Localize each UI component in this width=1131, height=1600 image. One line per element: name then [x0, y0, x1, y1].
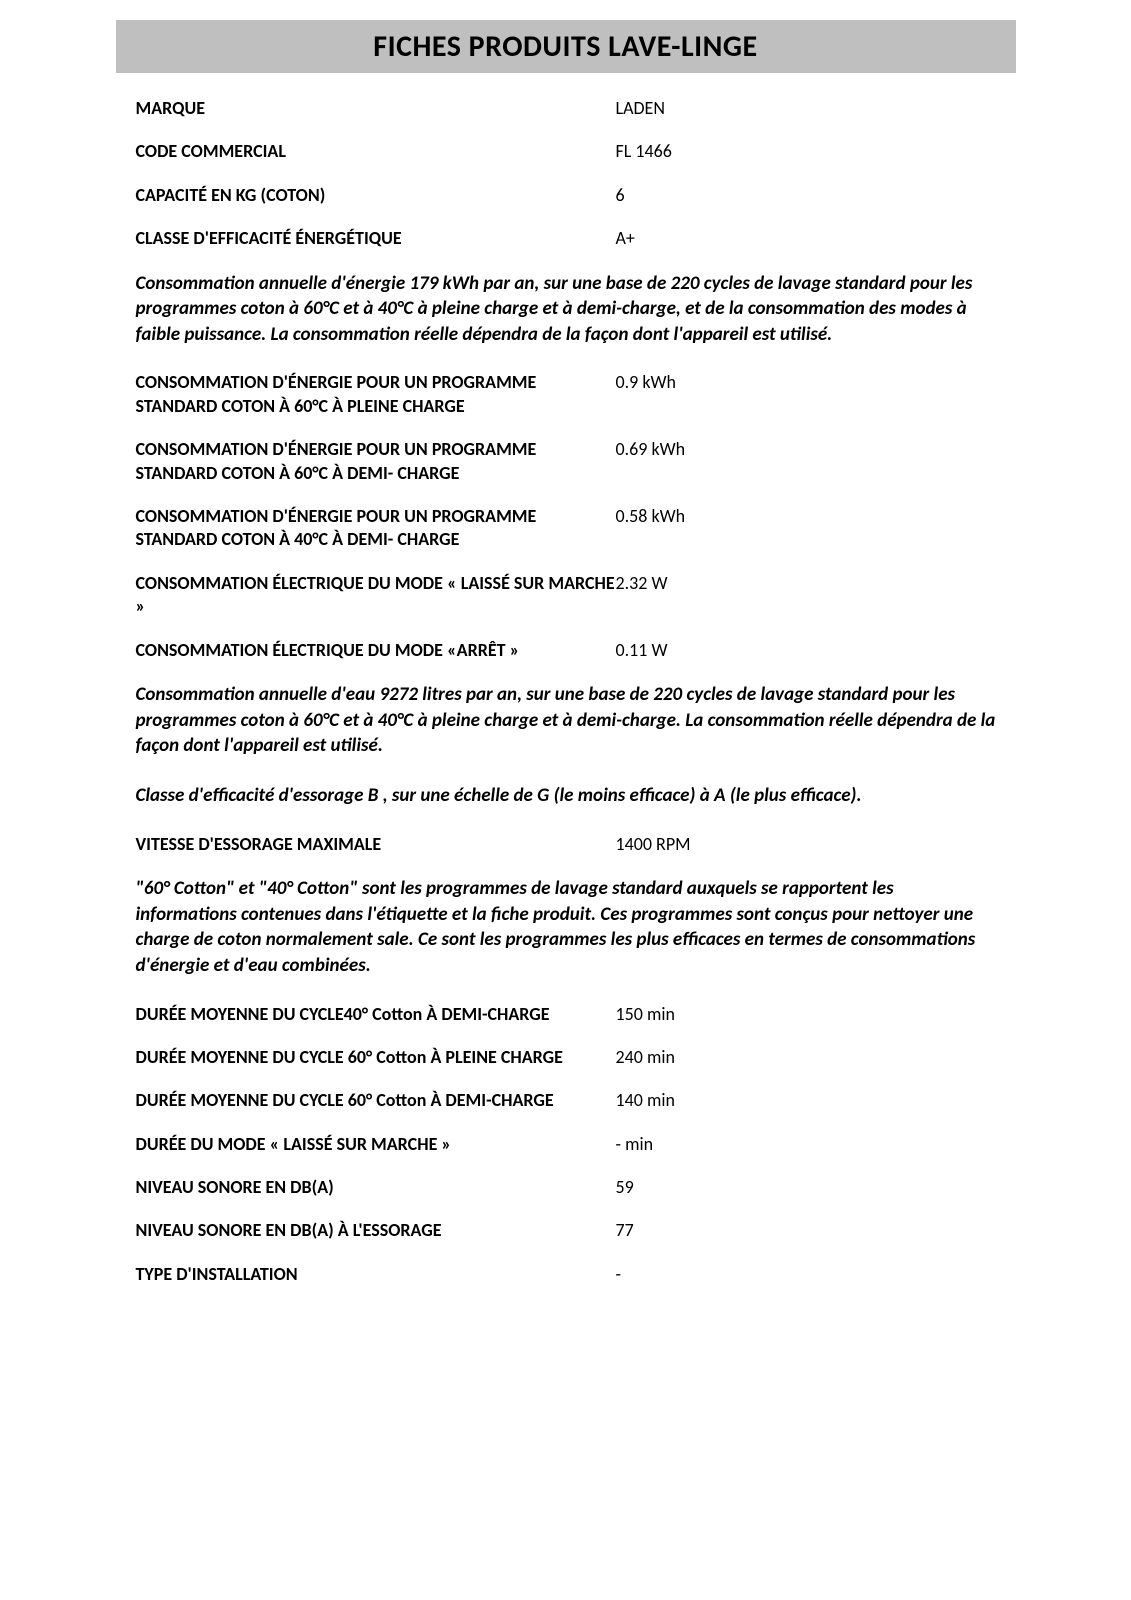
duration-row: DURÉE MOYENNE DU CYCLE40° Cotton À DEMI-…: [116, 993, 1016, 1036]
spin-label: VITESSE D'ESSORAGE MAXIMALE: [136, 833, 616, 856]
duration-label: NIVEAU SONORE EN DB(A): [136, 1176, 616, 1199]
duration-label: DURÉE MOYENNE DU CYCLE 60° Cotton À PLEI…: [136, 1046, 616, 1069]
duration-value: 77: [616, 1219, 996, 1242]
duration-row: NIVEAU SONORE EN DB(A)59: [116, 1166, 1016, 1209]
spin-section: VITESSE D'ESSORAGE MAXIMALE1400 RPM: [116, 823, 1016, 866]
header-value: FL 1466: [616, 140, 996, 163]
page-title: FICHES PRODUITS LAVE-LINGE: [116, 20, 1016, 73]
duration-label: DURÉE DU MODE « LAISSÉ SUR MARCHE »: [136, 1133, 616, 1156]
duration-row: DURÉE MOYENNE DU CYCLE 60° Cotton À PLEI…: [116, 1036, 1016, 1079]
duration-value: 140 min: [616, 1089, 996, 1112]
energy-label: CONSOMMATION D'ÉNERGIE POUR UN PROGRAMME…: [136, 371, 616, 418]
energy-value: 0.11 W: [616, 639, 996, 662]
duration-value: 59: [616, 1176, 996, 1199]
duration-label: DURÉE MOYENNE DU CYCLE40° Cotton À DEMI-…: [136, 1003, 616, 1026]
header-section: MARQUELADENCODE COMMERCIALFL 1466CAPACIT…: [116, 87, 1016, 261]
header-label: CLASSE D'EFFICACITÉ ÉNERGÉTIQUE: [136, 227, 616, 250]
duration-value: 150 min: [616, 1003, 996, 1026]
note-annual-energy: Consommation annuelle d'énergie 179 kWh …: [116, 261, 1016, 362]
energy-value: 2.32 W: [616, 572, 996, 619]
energy-row: CONSOMMATION ÉLECTRIQUE DU MODE « LAISSÉ…: [116, 562, 1016, 629]
header-value: LADEN: [616, 97, 996, 120]
duration-value: - min: [616, 1133, 996, 1156]
energy-row: CONSOMMATION D'ÉNERGIE POUR UN PROGRAMME…: [116, 361, 1016, 428]
header-value: A+: [616, 227, 996, 250]
spin-row: VITESSE D'ESSORAGE MAXIMALE1400 RPM: [116, 823, 1016, 866]
energy-label: CONSOMMATION ÉLECTRIQUE DU MODE «ARRÊT »: [136, 639, 616, 662]
duration-value: -: [616, 1263, 996, 1286]
energy-value: 0.58 kWh: [616, 505, 996, 552]
note-annual-water: Consommation annuelle d'eau 9272 litres …: [116, 672, 1016, 773]
header-label: CAPACITÉ EN KG (COTON): [136, 184, 616, 207]
product-sheet: FICHES PRODUITS LAVE-LINGE MARQUELADENCO…: [116, 20, 1016, 1296]
duration-row: TYPE D'INSTALLATION-: [116, 1253, 1016, 1296]
energy-value: 0.69 kWh: [616, 438, 996, 485]
energy-label: CONSOMMATION D'ÉNERGIE POUR UN PROGRAMME…: [136, 438, 616, 485]
header-value: 6: [616, 184, 996, 207]
energy-row: CONSOMMATION D'ÉNERGIE POUR UN PROGRAMME…: [116, 428, 1016, 495]
header-label: MARQUE: [136, 97, 616, 120]
header-row: CODE COMMERCIALFL 1466: [116, 130, 1016, 173]
note-spin-class: Classe d'efficacité d'essorage B , sur u…: [116, 773, 1016, 823]
header-row: CLASSE D'EFFICACITÉ ÉNERGÉTIQUEA+: [116, 217, 1016, 260]
energy-label: CONSOMMATION D'ÉNERGIE POUR UN PROGRAMME…: [136, 505, 616, 552]
header-row: MARQUELADEN: [116, 87, 1016, 130]
duration-value: 240 min: [616, 1046, 996, 1069]
duration-section: DURÉE MOYENNE DU CYCLE40° Cotton À DEMI-…: [116, 993, 1016, 1297]
spin-value: 1400 RPM: [616, 833, 996, 856]
header-label: CODE COMMERCIAL: [136, 140, 616, 163]
header-row: CAPACITÉ EN KG (COTON)6: [116, 174, 1016, 217]
duration-row: DURÉE DU MODE « LAISSÉ SUR MARCHE »- min: [116, 1123, 1016, 1166]
energy-row: CONSOMMATION D'ÉNERGIE POUR UN PROGRAMME…: [116, 495, 1016, 562]
energy-label: CONSOMMATION ÉLECTRIQUE DU MODE « LAISSÉ…: [136, 572, 616, 619]
duration-row: NIVEAU SONORE EN DB(A) À L'ESSORAGE77: [116, 1209, 1016, 1252]
energy-section: CONSOMMATION D'ÉNERGIE POUR UN PROGRAMME…: [116, 361, 1016, 672]
energy-row: CONSOMMATION ÉLECTRIQUE DU MODE «ARRÊT »…: [116, 629, 1016, 672]
energy-value: 0.9 kWh: [616, 371, 996, 418]
duration-row: DURÉE MOYENNE DU CYCLE 60° Cotton À DEMI…: [116, 1079, 1016, 1122]
duration-label: TYPE D'INSTALLATION: [136, 1263, 616, 1286]
note-programmes: "60° Cotton" et "40° Cotton" sont les pr…: [116, 866, 1016, 993]
duration-label: DURÉE MOYENNE DU CYCLE 60° Cotton À DEMI…: [136, 1089, 616, 1112]
duration-label: NIVEAU SONORE EN DB(A) À L'ESSORAGE: [136, 1219, 616, 1242]
